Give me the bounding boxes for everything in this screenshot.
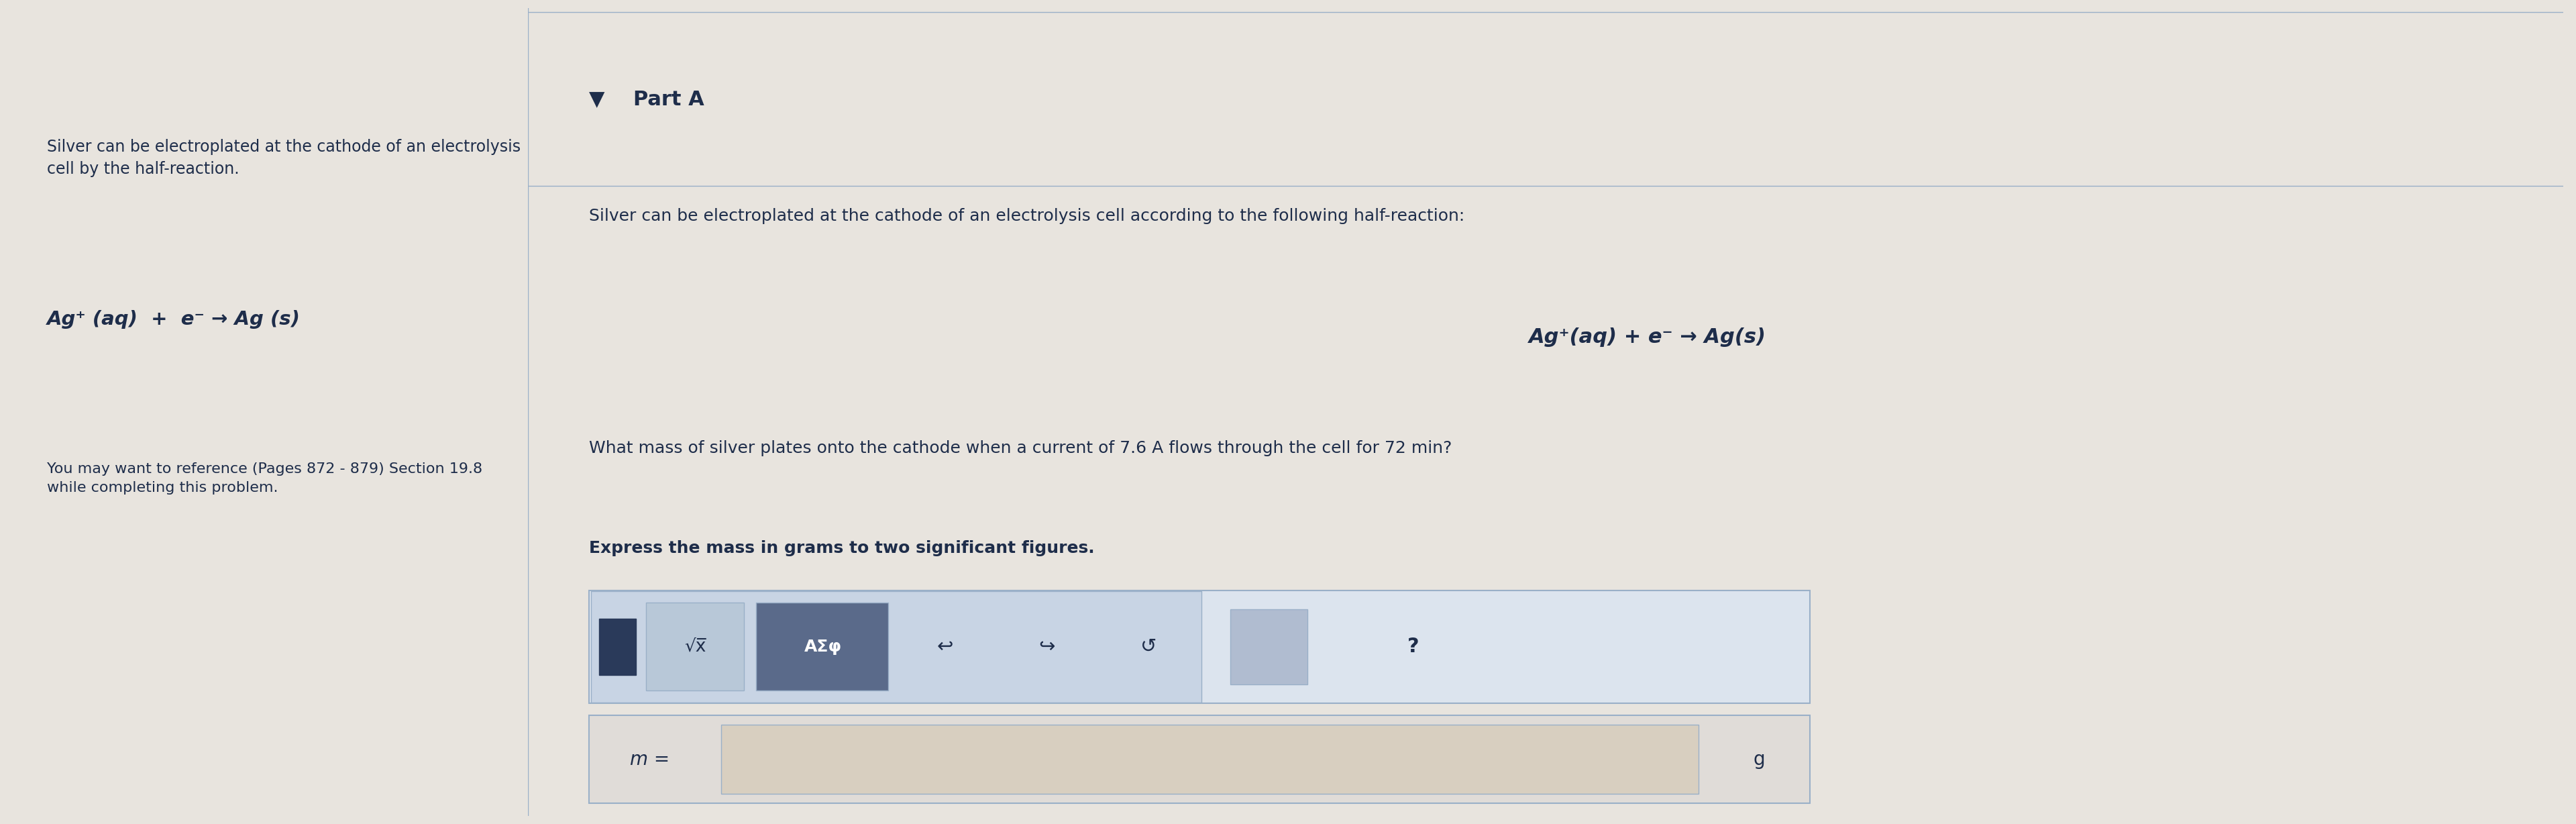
FancyBboxPatch shape <box>1231 609 1309 684</box>
Text: m =: m = <box>629 750 670 769</box>
Text: Silver can be electroplated at the cathode of an electrolysis
cell by the half-r: Silver can be electroplated at the catho… <box>46 139 520 177</box>
Text: ?: ? <box>1406 637 1419 657</box>
Text: AΣφ: AΣφ <box>804 639 842 655</box>
Text: g: g <box>1754 750 1765 769</box>
Text: ↪: ↪ <box>1038 637 1056 656</box>
FancyBboxPatch shape <box>590 590 1811 703</box>
Text: √x̅: √x̅ <box>685 638 706 655</box>
FancyBboxPatch shape <box>590 591 1200 702</box>
Text: Express the mass in grams to two significant figures.: Express the mass in grams to two signifi… <box>590 541 1095 556</box>
Text: ▼    Part A: ▼ Part A <box>590 89 703 109</box>
Text: You may want to reference (Pages 872 - 879) Section 19.8
while completing this p: You may want to reference (Pages 872 - 8… <box>46 462 482 494</box>
FancyBboxPatch shape <box>590 715 1811 803</box>
FancyBboxPatch shape <box>755 603 889 691</box>
Text: Silver can be electroplated at the cathode of an electrolysis cell according to : Silver can be electroplated at the catho… <box>590 208 1466 224</box>
Text: ↺: ↺ <box>1141 637 1157 656</box>
Text: Ag⁺(aq) + e⁻ → Ag(s): Ag⁺(aq) + e⁻ → Ag(s) <box>1528 327 1767 347</box>
Text: What mass of silver plates onto the cathode when a current of 7.6 A flows throug: What mass of silver plates onto the cath… <box>590 440 1453 456</box>
FancyBboxPatch shape <box>600 619 636 675</box>
Text: Ag⁺ (aq)  +  e⁻ → Ag (s): Ag⁺ (aq) + e⁻ → Ag (s) <box>46 310 301 329</box>
FancyBboxPatch shape <box>647 603 744 691</box>
FancyBboxPatch shape <box>721 725 1698 794</box>
Text: ↩: ↩ <box>938 637 953 656</box>
